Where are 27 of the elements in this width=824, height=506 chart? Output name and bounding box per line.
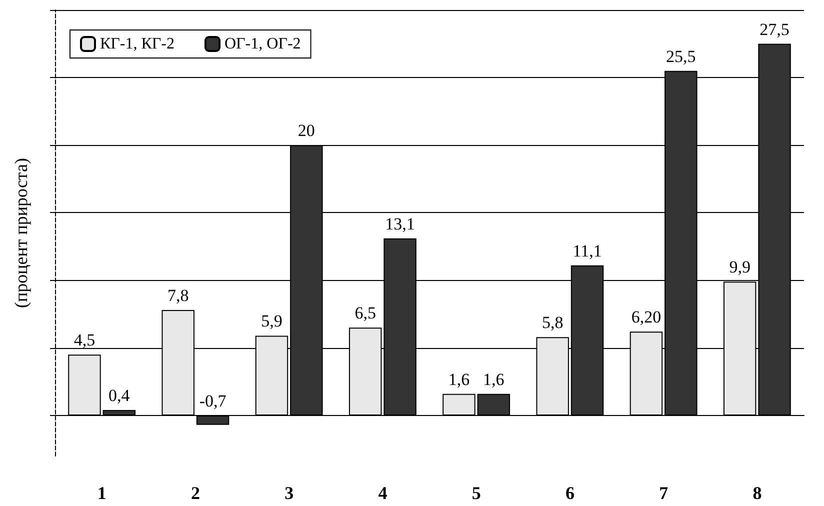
x-tick-label: 3 (284, 483, 294, 503)
legend-label: КГ-1, КГ-2 (100, 36, 174, 52)
data-label: 27,5 (760, 20, 790, 39)
data-label: 25,5 (666, 46, 696, 66)
data-label: 7,8 (167, 286, 189, 306)
data-label: 1,6 (483, 370, 504, 389)
data-label: 1,6 (448, 370, 470, 389)
data-label: -0,7 (199, 391, 227, 410)
data-label: 6,20 (631, 308, 662, 327)
x-tick-label: 1 (97, 483, 106, 503)
data-label: 13,1 (385, 214, 415, 234)
legend-label: ОГ-1, ОГ-2 (224, 36, 301, 52)
data-label: 5,9 (261, 312, 282, 331)
x-tick-label: 5 (472, 483, 481, 503)
x-tick-label: 6 (565, 483, 574, 503)
x-tick-label: 2 (190, 483, 200, 503)
data-label: 9,9 (729, 258, 750, 277)
data-label: 0,4 (108, 386, 130, 406)
data-label: 11,1 (572, 241, 602, 260)
x-tick-label: 8 (752, 483, 762, 503)
data-label: 20 (298, 121, 315, 140)
y-axis-title: (процент прироста) (11, 158, 31, 308)
data-label: 5,8 (542, 313, 564, 332)
data-label: 4,5 (74, 330, 96, 350)
x-tick-label: 4 (378, 483, 388, 503)
data-label: 6,5 (354, 304, 376, 323)
x-tick-label: 7 (659, 483, 668, 503)
